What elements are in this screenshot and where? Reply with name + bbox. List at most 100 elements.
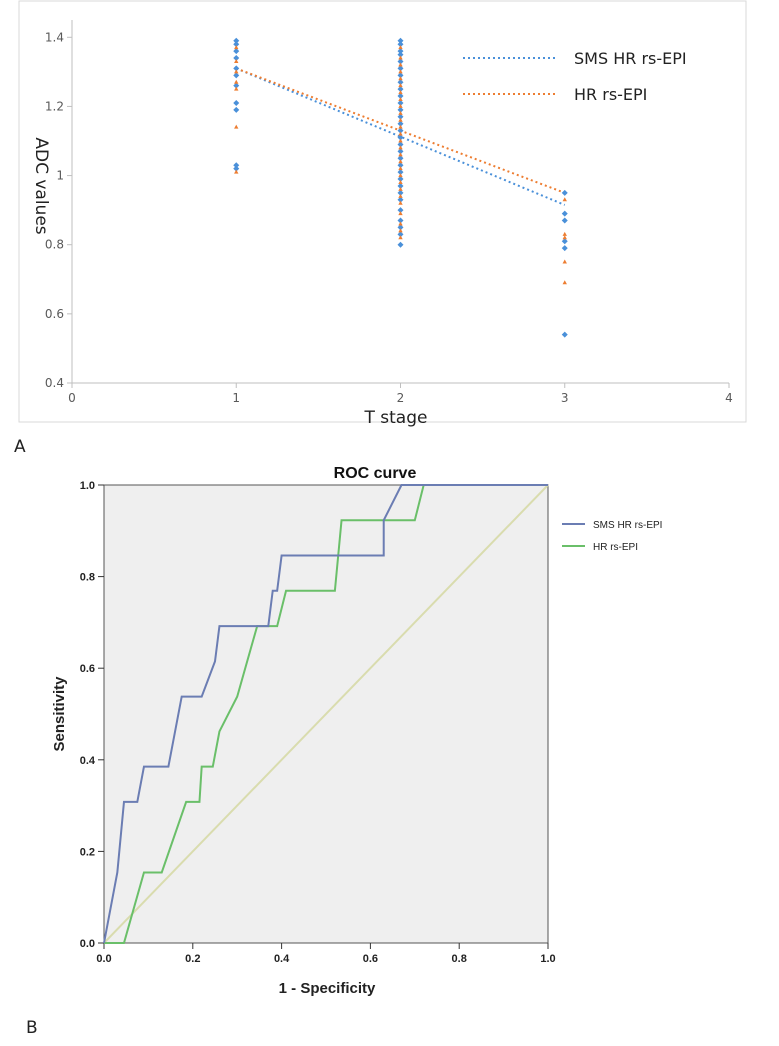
panel-label-a: A <box>14 437 26 457</box>
chart-b-x-tick-label: 0.2 <box>185 953 200 965</box>
chart-a-point-s0 <box>397 182 404 189</box>
chart-a-point-s1 <box>398 228 403 233</box>
chart-b-roc-line-1 <box>104 484 548 944</box>
chart-b-axes: 0.0 0.2 0.4 0.6 0.8 1.0 0.0 0.2 0.4 0.6 0.8 1.0 <box>80 480 556 965</box>
chart-a-trendline-0 <box>235 67 566 206</box>
chart-a-point-s0 <box>397 189 404 196</box>
chart-b-x-tick-label: 0.6 <box>363 953 378 965</box>
chart-a-point-s0 <box>397 162 404 169</box>
chart-b-title: ROC curve <box>334 465 417 482</box>
chart-a-x-tick-label: 1 <box>232 391 240 405</box>
chart-a-point-s1 <box>398 186 403 191</box>
chart-a-y-tick-label: 0.6 <box>45 307 64 321</box>
chart-a-point-s0 <box>397 231 404 238</box>
chart-a-point-s1 <box>398 103 403 108</box>
chart-a-point-s0 <box>233 82 240 89</box>
chart-a-point-s0 <box>233 165 240 172</box>
chart-b-series <box>103 484 549 944</box>
chart-a-point-s1 <box>234 79 239 84</box>
chart-a-point-s1 <box>398 69 403 74</box>
chart-a-x-tick-label: 3 <box>561 391 569 405</box>
chart-a-point-s0 <box>397 99 404 106</box>
chart-a-point-s1 <box>562 231 567 236</box>
chart-a-point-s0 <box>233 72 240 79</box>
chart-a-point-s1 <box>398 159 403 164</box>
chart-a-point-s1 <box>398 211 403 216</box>
chart-a-point-s0 <box>397 148 404 155</box>
chart-a-point-s1 <box>562 197 567 202</box>
chart-b-reference-line <box>103 484 549 944</box>
chart-a-point-s0 <box>233 55 240 62</box>
chart-b-y-tick-label: 0.6 <box>80 663 95 675</box>
chart-b-xlabel: 1 - Specificity <box>279 980 376 997</box>
chart-a-point-s1 <box>398 221 403 226</box>
chart-b-x-tick-label: 0.8 <box>452 953 467 965</box>
chart-a-point-s0 <box>397 79 404 86</box>
chart-a-y-tick-label: 1.4 <box>45 30 64 44</box>
chart-a-point-s0 <box>561 238 568 245</box>
chart-a-point-s0 <box>397 65 404 72</box>
chart-a-point-s0 <box>233 37 240 44</box>
chart-a-point-s1 <box>398 179 403 184</box>
chart-a-y-tick-label: 0.4 <box>45 376 64 390</box>
chart-a-point-s1 <box>562 280 567 285</box>
chart-a-point-s0 <box>397 72 404 79</box>
chart-b-legend: SMS HR rs-EPI HR rs-EPI <box>562 520 662 553</box>
chart-a-point-s0 <box>397 41 404 48</box>
chart-a-point-s0 <box>397 224 404 231</box>
chart-b-x-tick-label: 0.4 <box>274 953 290 965</box>
chart-b-legend-label-0: SMS HR rs-EPI <box>593 520 662 531</box>
chart-a-point-s0 <box>397 86 404 93</box>
chart-a-point-s0 <box>233 162 240 169</box>
chart-a-point-s1 <box>234 69 239 74</box>
chart-a-point-s0 <box>561 245 568 252</box>
chart-a-point-s0 <box>233 106 240 113</box>
panel-label-b: B <box>26 1018 38 1038</box>
chart-a-point-s1 <box>398 193 403 198</box>
chart-a-point-s1 <box>398 173 403 178</box>
chart-a-point-s0 <box>561 217 568 224</box>
chart-a-point-s0 <box>233 99 240 106</box>
chart-a-legend: SMS HR rs-EPI HR rs-EPI <box>463 49 687 104</box>
chart-a-point-s0 <box>397 127 404 134</box>
chart-a-point-s1 <box>398 131 403 136</box>
chart-a-point-s1 <box>398 200 403 205</box>
chart-a-point-s0 <box>233 48 240 55</box>
chart-a-legend-label-0: SMS HR rs-EPI <box>574 49 687 68</box>
chart-a-point-s1 <box>398 55 403 60</box>
chart-a-point-s1 <box>398 110 403 115</box>
chart-a-x-tick-label: 0 <box>68 391 76 405</box>
chart-a-point-s1 <box>398 76 403 81</box>
chart-a-point-s1 <box>234 169 239 174</box>
chart-a-point-s1 <box>398 83 403 88</box>
chart-a-point-s0 <box>397 93 404 100</box>
chart-a-point-s0 <box>397 37 404 44</box>
chart-a-point-s1 <box>398 97 403 102</box>
chart-a-x-tick-label: 4 <box>725 391 733 405</box>
chart-a-x-tick-label: 2 <box>397 391 405 405</box>
chart-b-ylabel: Sensitivity <box>51 676 68 752</box>
chart-a-point-s1 <box>398 138 403 143</box>
chart-a-point-s1 <box>398 45 403 50</box>
chart-a-point-s1 <box>398 62 403 67</box>
chart-a-point-s1 <box>398 117 403 122</box>
chart-a-point-s0 <box>397 58 404 65</box>
chart-b-x-tick-label: 1.0 <box>540 953 555 965</box>
chart-a-point-s0 <box>397 106 404 113</box>
chart-b-y-tick-label: 0.0 <box>80 938 95 950</box>
chart-a-point-s0 <box>397 120 404 127</box>
chart-a-point-s0 <box>561 331 568 338</box>
chart-a-frame <box>18 0 747 423</box>
chart-a-ylabel: ADC values <box>31 137 51 234</box>
chart-a-series <box>233 37 568 338</box>
chart-a-point-s1 <box>562 235 567 240</box>
chart-a-point-s1 <box>234 124 239 129</box>
chart-a-point-s1 <box>398 145 403 150</box>
chart-a-point-s0 <box>397 169 404 176</box>
chart-a-point-s1 <box>398 90 403 95</box>
chart-a-point-s0 <box>397 241 404 248</box>
chart-b-y-tick-label: 0.8 <box>80 572 95 584</box>
chart-a-xlabel: T stage <box>364 408 428 428</box>
chart-a-point-s0 <box>561 210 568 217</box>
